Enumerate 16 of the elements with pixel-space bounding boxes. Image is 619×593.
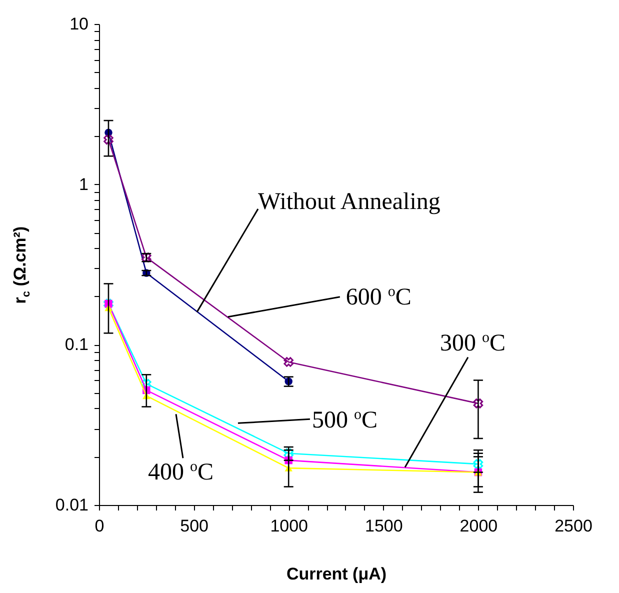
y-tick-label: 0.1 [64, 335, 88, 354]
y-tick-label: 1 [79, 174, 88, 194]
x-tick-label: 1500 [364, 516, 403, 536]
annotation: 600 $^{o}$C [346, 284, 412, 310]
y-tick-label: 10 [70, 14, 88, 34]
annotation: 500 $^{o}$C [312, 407, 378, 434]
x-tick-label: 500 [180, 516, 208, 536]
annotation: 400 $^{o}$C [148, 459, 214, 486]
y-tick-label: 0.01 [55, 496, 88, 514]
x-axis-title: Current (μA) [286, 564, 387, 584]
x-tick-label: 1000 [270, 516, 308, 536]
x-tick-label: 0 [94, 516, 104, 536]
x-tick-label: 2500 [554, 516, 592, 536]
x-tick-label: 2000 [460, 516, 498, 536]
annotation: 300 $^{o}$C [440, 330, 506, 356]
annotation: Without Annealing [258, 188, 440, 215]
